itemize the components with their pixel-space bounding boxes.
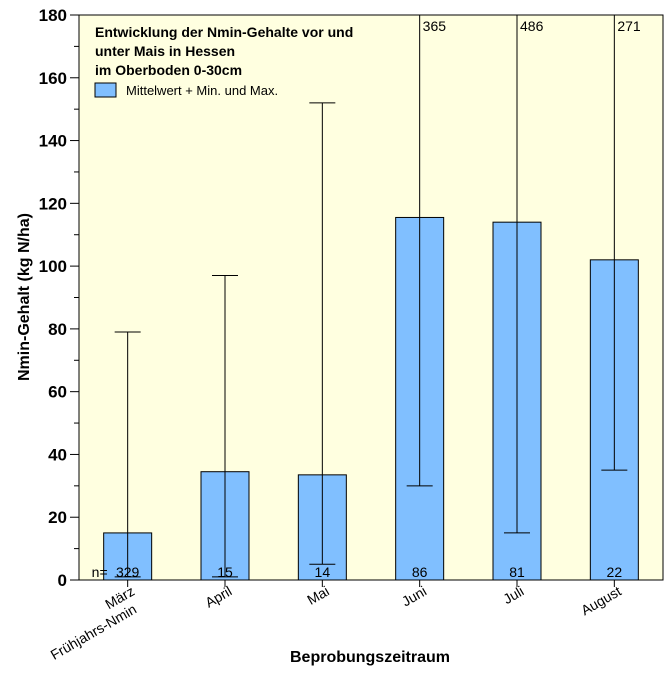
x-tick-label: August (578, 583, 624, 619)
n-label: 15 (217, 564, 233, 580)
y-axis-title: Nmin-Gehalt (kg N/ha) (16, 213, 33, 381)
title-line-2: unter Mais in Hessen (95, 43, 235, 59)
plot-area (78, 14, 664, 581)
chart-title: Entwicklung der Nmin-Gehalte vor und unt… (95, 24, 353, 78)
legend: Mittelwert + Min. und Max. (94, 82, 278, 98)
y-tick-label: 140 (39, 132, 67, 151)
x-tick-label: Juli (500, 583, 526, 607)
max-value-label: 271 (617, 18, 641, 34)
y-tick-label: 180 (39, 6, 67, 25)
y-tick-label: 0 (58, 571, 67, 590)
title-line-3: im Oberboden 0-30cm (95, 62, 242, 78)
x-tick-label: April (202, 583, 234, 611)
n-prefix: n= (92, 564, 108, 580)
n-label: 14 (315, 564, 331, 580)
y-tick-label: 20 (48, 508, 67, 527)
legend-label: Mittelwert + Min. und Max. (126, 83, 278, 98)
n-label: 22 (607, 564, 623, 580)
n-label: 81 (509, 564, 525, 580)
y-tick-label: 60 (48, 383, 67, 402)
y-axis: 0 20 40 60 80 100 120 140 160 180 (39, 6, 79, 590)
legend-swatch (94, 82, 117, 98)
n-label: 329 (116, 564, 140, 580)
y-tick-label: 160 (39, 69, 67, 88)
title-line-1: Entwicklung der Nmin-Gehalte vor und (95, 24, 353, 40)
max-value-label: 365 (423, 18, 447, 34)
n-label: 86 (412, 564, 428, 580)
x-tick-sublabel: Frühjahrs-Nmin (48, 601, 140, 663)
x-tick-label: Mai (304, 583, 332, 608)
x-axis-title: Beprobungszeitraum (290, 649, 450, 666)
max-value-label: 486 (520, 18, 544, 34)
y-tick-label: 100 (39, 257, 67, 276)
y-tick-label: 80 (48, 320, 67, 339)
y-tick-label: 40 (48, 445, 67, 464)
whiskers: 329 15 14 365 86 486 81 271 22 n= (92, 15, 641, 580)
x-tick-label: Juni (399, 583, 429, 610)
y-tick-label: 120 (39, 194, 67, 213)
